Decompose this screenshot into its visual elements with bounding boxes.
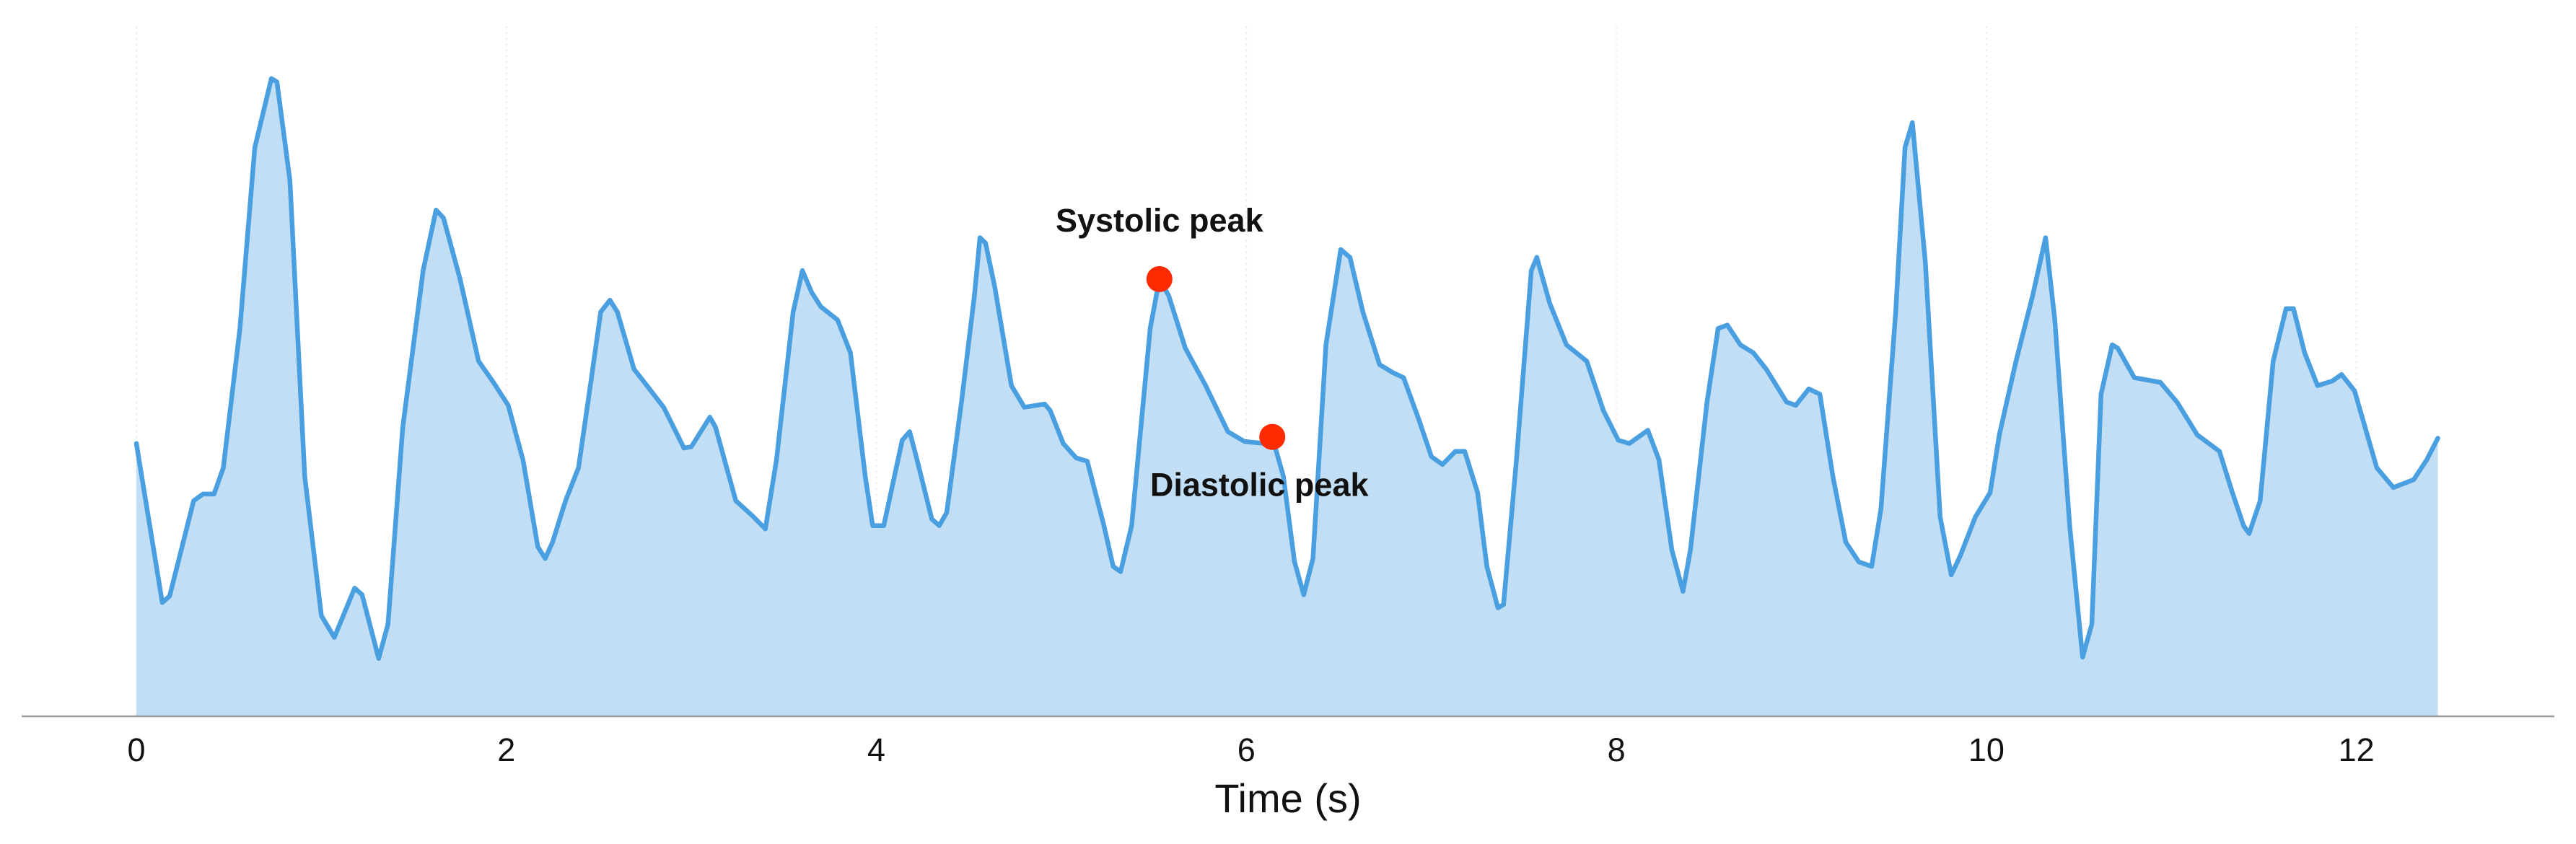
x-tick-label: 12 <box>2339 731 2375 768</box>
x-tick-label: 0 <box>127 731 145 768</box>
annotation-label: Systolic peak <box>1056 202 1264 239</box>
x-tick-label: 6 <box>1237 731 1256 768</box>
x-axis-label: Time (s) <box>1214 775 1361 821</box>
annotation-marker <box>1259 423 1286 450</box>
x-tick-label: 8 <box>1608 731 1626 768</box>
annotation-label: Diastolic peak <box>1150 467 1370 504</box>
x-tick-label: 2 <box>497 731 515 768</box>
x-tick-label: 4 <box>867 731 885 768</box>
line <box>133 76 2440 661</box>
annotation-marker <box>1146 265 1173 292</box>
area <box>136 78 2438 716</box>
x-tick-label: 10 <box>1968 731 2005 768</box>
